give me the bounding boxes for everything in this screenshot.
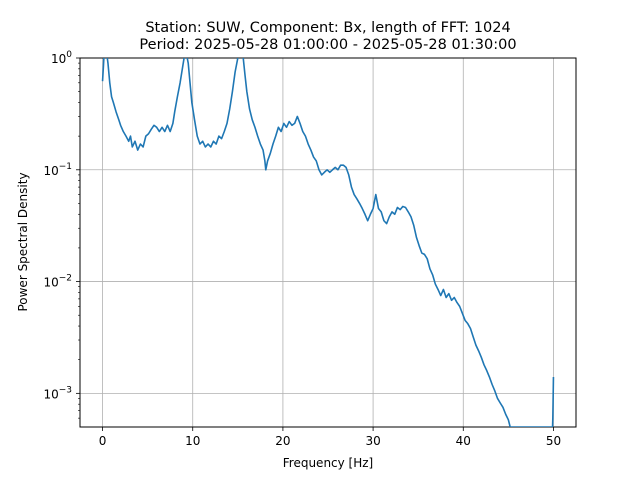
- x-tick-label: 20: [275, 434, 290, 448]
- chart-title: Station: SUW, Component: Bx, length of F…: [145, 20, 510, 36]
- x-tick-label: 50: [546, 434, 561, 448]
- x-tick-label: 30: [365, 434, 380, 448]
- x-axis-ticks: 0 10 20 30 40 50: [99, 427, 561, 448]
- psd-series-line: [101, 58, 555, 427]
- y-tick-label: 100: [51, 50, 72, 66]
- y-axis-label: Power Spectral Density: [16, 172, 30, 311]
- y-tick-label: 10−3: [43, 385, 72, 401]
- plot-frame: [79, 57, 577, 428]
- grid-lines: [80, 57, 576, 427]
- y-tick-label: 10−1: [43, 162, 72, 178]
- y-axis-ticks: 10−3 10−2 10−1 100: [43, 50, 80, 419]
- x-axis-label: Frequency [Hz]: [283, 456, 374, 470]
- series-layer: [101, 58, 555, 427]
- chart-subtitle: Period: 2025-05-28 01:00:00 - 2025-05-28…: [139, 37, 516, 53]
- y-tick-label: 10−2: [43, 274, 72, 290]
- x-tick-label: 10: [185, 434, 200, 448]
- x-tick-label: 0: [99, 434, 107, 448]
- x-tick-label: 40: [456, 434, 471, 448]
